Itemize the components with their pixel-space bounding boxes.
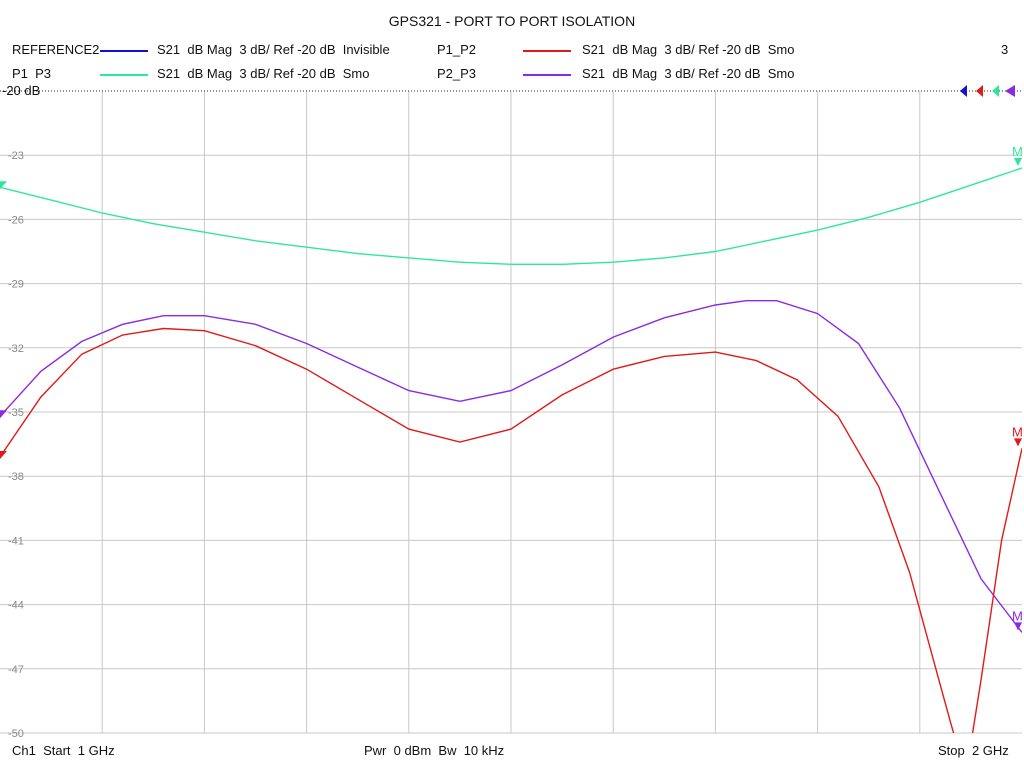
legend-line-p2-p3 bbox=[523, 74, 571, 76]
y-tick-label: -44 bbox=[8, 600, 24, 612]
legend-desc-p1-p3: S21 dB Mag 3 dB/ Ref -20 dB Smo bbox=[157, 66, 370, 81]
marker-label: M bbox=[1012, 144, 1023, 159]
legend-desc-p2-p3: S21 dB Mag 3 dB/ Ref -20 dB Smo bbox=[582, 66, 795, 81]
legend-name-p2-p3: P2_P3 bbox=[437, 66, 477, 81]
legend-name-p1-p2: P1_P2 bbox=[437, 42, 477, 57]
channel-count: 3 bbox=[1001, 42, 1009, 57]
y-tick-label: -32 bbox=[8, 343, 24, 355]
legend-line-reference2 bbox=[100, 50, 148, 52]
marker-label: M bbox=[1012, 424, 1023, 439]
y-tick-label: -29 bbox=[8, 279, 24, 291]
legend-name-p1-p3: P1 P3 bbox=[12, 66, 52, 81]
legend-row-2: P1 P3 S21 dB Mag 3 dB/ Ref -20 dB Smo P2… bbox=[0, 66, 1024, 84]
reference-arrow bbox=[1005, 85, 1015, 97]
y-tick-label: -47 bbox=[8, 664, 24, 676]
end-marker bbox=[1014, 158, 1022, 167]
footer-power-bandwidth: Pwr 0 dBm Bw 10 kHz bbox=[364, 743, 505, 758]
legend-desc-reference2: S21 dB Mag 3 dB/ Ref -20 dB Invisible bbox=[157, 42, 390, 57]
y-tick-label: -35 bbox=[8, 407, 24, 419]
start-marker bbox=[0, 410, 7, 419]
legend-line-p1-p3 bbox=[100, 74, 148, 76]
reference-level-label: -20 dB bbox=[2, 83, 40, 98]
trace-p2-p3 bbox=[0, 300, 1022, 633]
reference-arrow bbox=[960, 85, 967, 97]
trace-p1-p2 bbox=[0, 327, 1022, 733]
chart-title: GPS321 - PORT TO PORT ISOLATION bbox=[388, 13, 636, 29]
reference-arrow bbox=[992, 85, 999, 97]
footer-start: Ch1 Start 1 GHz bbox=[12, 743, 115, 758]
end-marker bbox=[1014, 438, 1022, 447]
reference-arrow bbox=[976, 85, 983, 97]
y-tick-label: -23 bbox=[8, 150, 24, 162]
legend-name-reference2: REFERENCE2 bbox=[12, 42, 100, 57]
y-tick-label: -41 bbox=[8, 535, 24, 547]
y-tick-label: -26 bbox=[8, 214, 24, 226]
footer-stop: Stop 2 GHz bbox=[938, 743, 1009, 758]
start-marker bbox=[0, 181, 7, 190]
y-tick-label: -38 bbox=[8, 471, 24, 483]
legend-desc-p1-p2: S21 dB Mag 3 dB/ Ref -20 dB Smo bbox=[582, 42, 795, 57]
y-tick-label: -50 bbox=[8, 728, 24, 740]
trace-p1-p3 bbox=[0, 167, 1022, 265]
end-marker bbox=[1014, 622, 1022, 631]
legend-line-p1-p2 bbox=[523, 50, 571, 52]
start-marker bbox=[0, 450, 7, 459]
marker-label: M bbox=[1012, 608, 1023, 623]
legend-row-1: REFERENCE2 S21 dB Mag 3 dB/ Ref -20 dB I… bbox=[0, 42, 1024, 60]
